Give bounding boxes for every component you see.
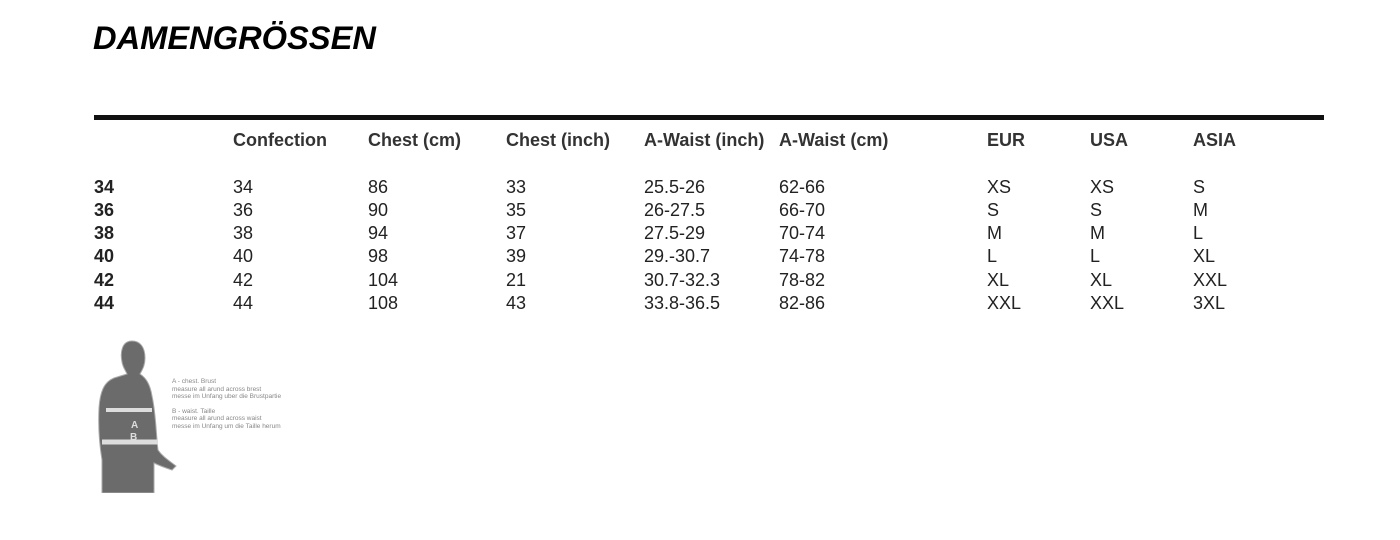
table-cell: XS: [987, 177, 1012, 197]
table-cell: 33: [506, 177, 527, 197]
table-cell: 35: [506, 200, 527, 220]
measurement-legend: A - chest. Brust measure all arund acros…: [172, 378, 281, 430]
label-b: B: [130, 432, 137, 443]
table-cell: M: [1193, 200, 1208, 220]
table-cell: M: [1090, 223, 1105, 243]
table-cell: XS: [1090, 177, 1115, 197]
table-cell: 38: [233, 223, 254, 243]
legend-a-title: A - chest. Brust: [172, 378, 217, 385]
table-cell: 98: [368, 246, 389, 266]
table-cell: 36: [233, 200, 254, 220]
legend-b-title: B - waist. Taille: [172, 407, 216, 415]
table-top-rule: [94, 115, 1324, 120]
table-cell: 33.8-36.5: [644, 293, 721, 313]
legend-a-line2: messe im Unfang uber die Brustpartie: [172, 393, 282, 400]
column-header: Chest (inch): [506, 130, 611, 150]
row-header: 38: [94, 223, 115, 243]
table-cell: XXL: [987, 293, 1022, 313]
column-header: USA: [1090, 130, 1129, 150]
table-cell: XL: [1090, 270, 1113, 290]
table-cell: XXL: [1193, 270, 1228, 290]
legend-b-line2: messe im Unfang um die Taille herum: [172, 422, 281, 430]
table-cell: 21: [506, 270, 527, 290]
table-cell: 90: [368, 200, 389, 220]
column-header: EUR: [987, 130, 1026, 150]
row-header: 36: [94, 200, 115, 220]
table-cell: M: [987, 223, 1002, 243]
label-a: A: [131, 420, 138, 431]
body-measurement-figure-icon: A B: [98, 340, 177, 493]
table-cell: 86: [368, 177, 389, 197]
table-cell: XXL: [1090, 293, 1125, 313]
table-cell: 104: [368, 270, 399, 290]
table-cell: 39: [506, 246, 527, 266]
legend-a-line1: measure all arund across brest: [172, 385, 262, 393]
page-title: DAMENGRÖSSEN: [93, 20, 376, 56]
column-header: Chest (cm): [368, 130, 462, 150]
table-cell: S: [1090, 200, 1103, 220]
table-cell: 43: [506, 293, 527, 313]
table-cell: XL: [987, 270, 1010, 290]
table-cell: 30.7-32.3: [644, 270, 721, 290]
table-cell: 3XL: [1193, 293, 1226, 313]
column-header: A-Waist (inch): [644, 130, 765, 150]
row-header: 40: [94, 246, 115, 266]
table-cell: S: [987, 200, 1000, 220]
table-cell: 62-66: [779, 177, 826, 197]
row-header: 34: [94, 177, 115, 197]
table-cell: 94: [368, 223, 389, 243]
table-cell: 108: [368, 293, 399, 313]
row-header: 42: [94, 270, 115, 290]
table-cell: 70-74: [779, 223, 826, 243]
table-cell: 42: [233, 270, 254, 290]
table-cell: 78-82: [779, 270, 826, 290]
table-cell: 82-86: [779, 293, 826, 313]
table-cell: L: [1090, 246, 1101, 266]
table-cell: 66-70: [779, 200, 826, 220]
legend-b-line1: measure all arund across waist: [172, 415, 262, 422]
column-header: Confection: [233, 130, 327, 150]
column-header: A-Waist (cm): [779, 130, 889, 150]
table-cell: S: [1193, 177, 1206, 197]
table-cell: 40: [233, 246, 254, 266]
table-cell: 37: [506, 223, 527, 243]
table-cell: XL: [1193, 246, 1216, 266]
row-header: 44: [94, 293, 115, 313]
table-cell: 26-27.5: [644, 200, 706, 220]
table-cell: 74-78: [779, 246, 826, 266]
table-cell: 25.5-26: [644, 177, 706, 197]
table-cell: L: [1193, 223, 1204, 243]
table-cell: 44: [233, 293, 254, 313]
column-header: ASIA: [1193, 130, 1237, 150]
table-cell: L: [987, 246, 998, 266]
table-cell: 34: [233, 177, 254, 197]
table-cell: 27.5-29: [644, 223, 706, 243]
table-cell: 29.-30.7: [644, 246, 711, 266]
